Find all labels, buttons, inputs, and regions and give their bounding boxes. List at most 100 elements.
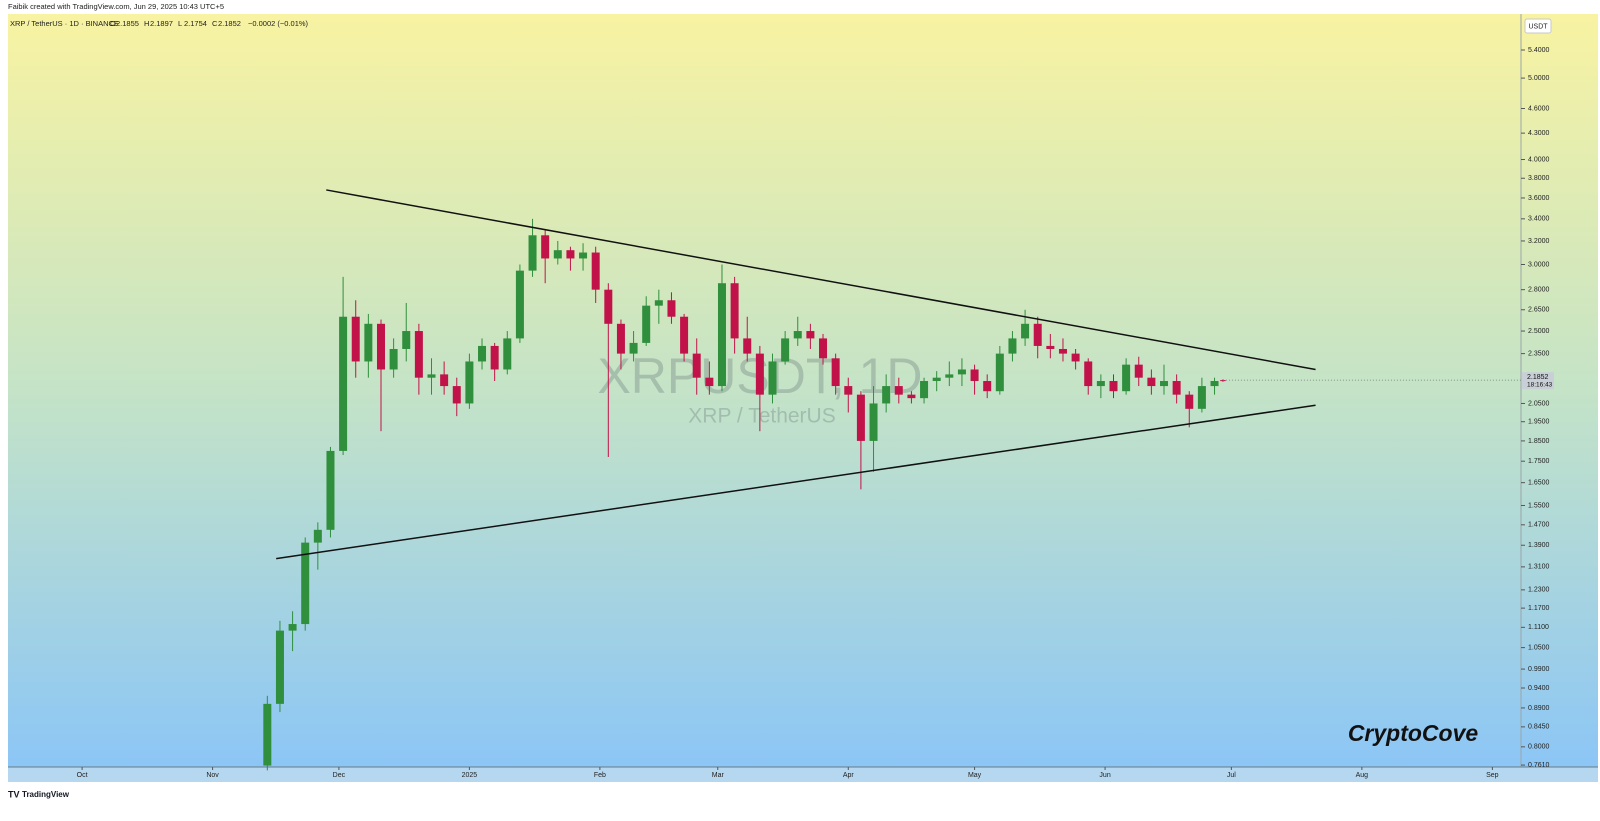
y-tick-label: 2.8000 <box>1528 287 1550 294</box>
candle-body <box>1008 338 1017 354</box>
candle-body <box>755 353 764 395</box>
candle-body <box>957 369 966 375</box>
candle-body <box>1122 364 1131 392</box>
candle-body <box>1033 323 1042 346</box>
candle-body <box>402 331 411 349</box>
candle-body <box>616 323 625 354</box>
y-tick-label: 1.3900 <box>1528 542 1550 549</box>
y-tick-label: 0.7610 <box>1528 762 1550 769</box>
candle-body <box>1134 364 1143 378</box>
y-tick-label: 0.9400 <box>1528 685 1550 692</box>
candle-body <box>1058 348 1067 354</box>
candle-body <box>768 361 777 395</box>
x-tick-label: Aug <box>1356 772 1369 779</box>
candle-body <box>339 316 348 451</box>
candle-body <box>1210 381 1219 387</box>
candle-body <box>452 386 461 404</box>
y-tick-label: 0.8450 <box>1528 724 1550 731</box>
y-tick-label: 3.8000 <box>1528 175 1550 182</box>
candle-body <box>313 529 322 543</box>
ohlc-value: 2.1852 <box>218 19 241 28</box>
candle-body <box>515 270 524 339</box>
candle-body <box>730 283 739 339</box>
candle-body <box>844 386 853 395</box>
x-tick-label: Jul <box>1227 772 1236 779</box>
candle-body <box>364 323 373 362</box>
candle-body <box>907 394 916 399</box>
y-tick-label: 1.8500 <box>1528 438 1550 445</box>
candle-body <box>894 386 903 395</box>
ohlc-readout: O 2.1855 H 2.1897 L 2.1754 C 2.1852 −0.0002 (−0.… <box>110 19 309 28</box>
x-tick-label: Jun <box>1099 772 1110 779</box>
candle-body <box>781 338 790 362</box>
plot-bg <box>8 14 1598 767</box>
y-tick-label: 3.4000 <box>1528 216 1550 223</box>
y-tick-label: 4.6000 <box>1528 105 1550 112</box>
candle-body <box>389 348 398 370</box>
candle-body <box>1071 353 1080 362</box>
candle-body <box>1220 380 1226 382</box>
y-tick-label: 0.8900 <box>1528 705 1550 712</box>
x-tick-label: Feb <box>594 772 606 779</box>
candle-body <box>983 381 992 392</box>
candle-body <box>301 542 310 625</box>
candle-body <box>326 450 335 530</box>
last-price-box <box>1522 372 1554 390</box>
candle-body <box>1172 381 1181 395</box>
candle-body <box>1160 381 1169 387</box>
ohlc-label: L <box>178 19 182 28</box>
x-tick-label: Apr <box>843 772 855 779</box>
y-tick-label: 1.2300 <box>1528 587 1550 594</box>
candle-body <box>553 250 562 259</box>
ohlc-label: O <box>110 19 116 28</box>
ohlc-change: −0.0002 (−0.01%) <box>248 19 309 28</box>
ohlc-label: C <box>212 19 218 28</box>
candle-body <box>1046 345 1055 349</box>
candle-body <box>667 300 676 317</box>
x-tick-label: May <box>968 772 982 779</box>
candle-body <box>831 358 840 387</box>
watermark-sub: XRP / TetherUS <box>688 405 835 428</box>
candle-body <box>819 338 828 359</box>
y-tick-label: 4.3000 <box>1528 130 1550 137</box>
candle-body <box>806 331 815 339</box>
candle-body <box>1197 386 1206 409</box>
candle-body <box>1084 361 1093 387</box>
y-tick-label: 4.0000 <box>1528 156 1550 163</box>
trend-line <box>276 404 1316 560</box>
candle-body <box>541 235 550 259</box>
x-tick-label: Sep <box>1486 772 1499 779</box>
y-tick-label: 1.6500 <box>1528 480 1550 487</box>
candle-body <box>692 353 701 378</box>
y-tick-label: 1.3100 <box>1528 564 1550 571</box>
candle-body <box>503 338 512 370</box>
currency: USDT <box>1528 23 1548 30</box>
y-tick-label: 3.0000 <box>1528 261 1550 268</box>
symbol-line: XRP / TetherUS · 1D · BINANCE <box>10 19 119 28</box>
candle-body <box>1147 377 1156 387</box>
candle-body <box>945 374 954 378</box>
y-tick-label: 0.8000 <box>1528 744 1550 751</box>
candle-body <box>717 283 726 387</box>
candle-body <box>1096 381 1105 387</box>
x-tick-label: 2025 <box>462 772 478 779</box>
x-tick-label: Oct <box>77 772 88 779</box>
candle-body <box>427 374 436 378</box>
x-tick-label: Mar <box>712 772 725 779</box>
candle-body <box>591 252 600 290</box>
ohlc-value: 2.1855 <box>116 19 139 28</box>
candle-body <box>440 374 449 387</box>
candle-body <box>654 300 663 306</box>
footer-logo: TV <box>8 789 20 799</box>
y-tick-label: 1.7500 <box>1528 458 1550 465</box>
y-tick-label: 3.2000 <box>1528 238 1550 245</box>
candle-body <box>1109 381 1118 392</box>
countdown: 18:16:43 <box>1527 381 1553 388</box>
y-tick-label: 3.6000 <box>1528 195 1550 202</box>
candle-body <box>743 338 752 354</box>
candle-body <box>629 342 638 354</box>
candle-body <box>869 403 878 441</box>
candle-body <box>995 353 1004 392</box>
x-tick-label: Nov <box>206 772 219 779</box>
